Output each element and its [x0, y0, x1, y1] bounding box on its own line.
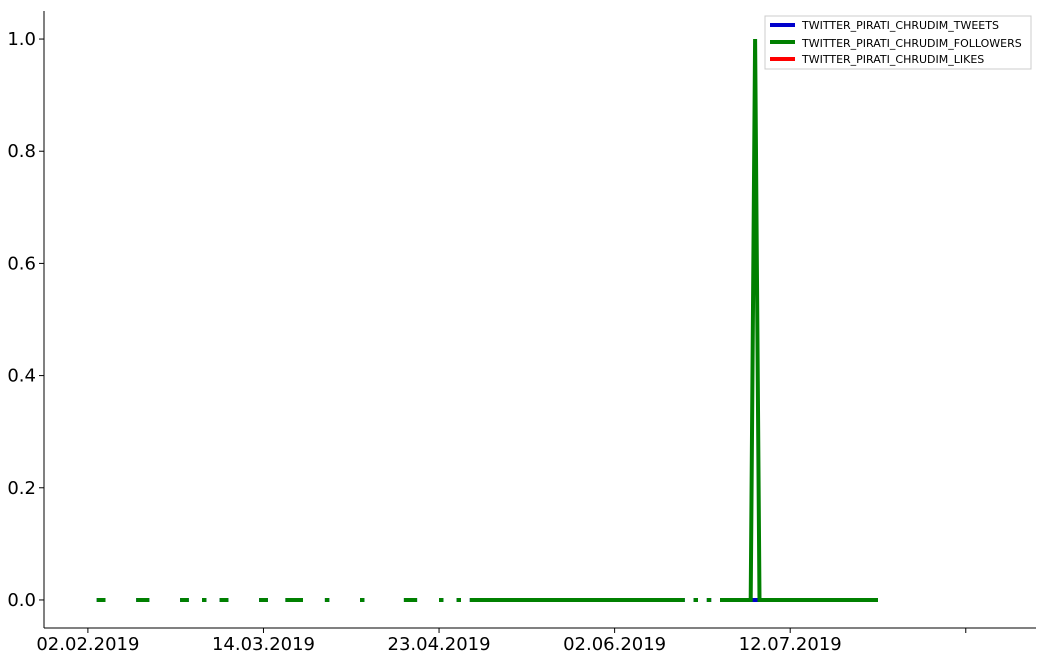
y-tick-label: 1.0: [7, 29, 36, 50]
series-lines-layer: [96, 38, 878, 602]
x-tick-label: 12.07.2019: [739, 634, 842, 655]
x-tick-label: 23.04.2019: [388, 634, 491, 655]
x-tick-label: 02.06.2019: [563, 634, 666, 655]
legend-frame: [764, 15, 1032, 70]
legend: TWITTER_PIRATI_CHRUDIM_TWEETS TWITTER_PI…: [764, 15, 1032, 70]
y-tick-label: 0.2: [7, 478, 36, 499]
y-axis-ticks: 0.0 0.2 0.4 0.6 0.8 1.0: [7, 29, 44, 611]
legend-label-likes: TWITTER_PIRATI_CHRUDIM_LIKES: [801, 53, 984, 66]
x-tick-label: 14.03.2019: [212, 634, 315, 655]
y-tick-label: 0.8: [7, 141, 36, 162]
x-tick-label: 02.02.2019: [36, 634, 139, 655]
y-tick-label: 0.6: [7, 253, 36, 274]
x-axis-ticks: 02.02.2019 14.03.2019 23.04.2019 02.06.2019…: [36, 628, 967, 655]
y-tick-label: 0.4: [7, 366, 36, 387]
y-tick-label: 0.0: [7, 590, 36, 611]
series-line-1: [720, 38, 878, 602]
legend-label-tweets: TWITTER_PIRATI_CHRUDIM_TWEETS: [801, 19, 999, 32]
legend-label-followers: TWITTER_PIRATI_CHRUDIM_FOLLOWERS: [801, 37, 1022, 50]
